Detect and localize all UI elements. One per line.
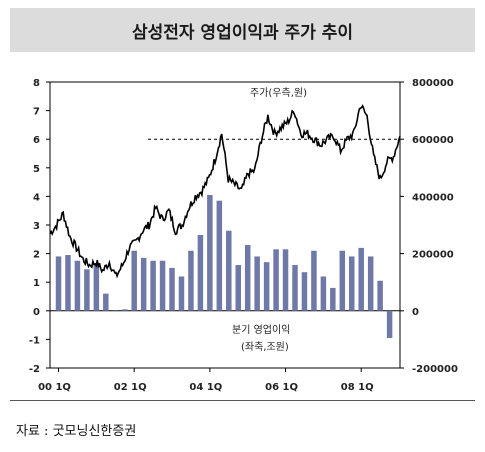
chart-canvas: 8 7 6 5 4 3 2 1 0 -1 -2 800000 600000 400000 200000 0 -… — [29, 78, 458, 393]
bar — [55, 256, 62, 311]
right-tick-label: 400000 — [412, 192, 454, 203]
right-tick-label: 200000 — [412, 250, 454, 261]
plot-frame — [49, 81, 401, 369]
bar — [320, 276, 327, 311]
x-axis: 00 1Q 02 1Q 04 1Q 06 1Q 08 1Q — [38, 368, 374, 393]
left-tick-label: 6 — [33, 135, 40, 146]
bar — [197, 235, 204, 311]
left-tick-label: 7 — [33, 107, 40, 118]
left-tick-label: 2 — [33, 250, 40, 261]
right-tick-label: 800000 — [412, 78, 454, 89]
bar — [282, 249, 289, 311]
left-axis: 8 7 6 5 4 3 2 1 0 -1 -2 — [29, 78, 50, 375]
bar — [349, 256, 355, 311]
bar — [216, 200, 223, 311]
bar — [103, 293, 109, 311]
bar — [377, 280, 383, 311]
x-tick-label: 04 1Q — [189, 382, 222, 393]
right-tick-label: 0 — [412, 307, 419, 318]
chart-title: 삼성전자 영업이익과 주가 추이 — [131, 22, 354, 43]
bar — [263, 262, 270, 311]
bar — [131, 250, 137, 311]
x-tick-label: 06 1Q — [265, 382, 298, 393]
source-note: 자료 : 굿모닝신한증권 — [16, 424, 137, 439]
right-axis: 800000 600000 400000 200000 0 -200000 — [400, 78, 458, 375]
bar — [93, 265, 100, 311]
right-tick-label: -200000 — [412, 364, 458, 375]
bar — [150, 260, 156, 311]
left-tick-label: 1 — [33, 278, 40, 289]
bar — [188, 250, 194, 311]
x-tick-label: 02 1Q — [114, 382, 147, 393]
chart-title-bar: 삼성전자 영업이익과 주가 추이 — [10, 8, 475, 52]
left-tick-label: -1 — [29, 335, 40, 346]
left-tick-label: 3 — [33, 221, 40, 232]
left-tick-label: 8 — [33, 78, 40, 89]
bar — [367, 256, 374, 311]
bar-series-label: 분기 영업이익 — [232, 323, 290, 336]
bar — [358, 247, 364, 311]
bar — [244, 245, 251, 311]
bar — [178, 276, 185, 311]
left-tick-label: 4 — [33, 192, 40, 203]
x-tick-label: 08 1Q — [341, 382, 374, 393]
bar — [84, 269, 90, 311]
bar — [301, 272, 308, 311]
bar — [330, 287, 336, 311]
bar — [311, 250, 317, 311]
bar — [74, 260, 81, 311]
left-tick-label: 5 — [33, 164, 40, 175]
bar — [207, 194, 213, 311]
bar-series-operating-profit — [55, 194, 393, 338]
left-tick-label: -2 — [29, 364, 40, 375]
bar — [339, 250, 346, 311]
bar — [226, 230, 232, 311]
line-series-stock-price — [49, 104, 401, 279]
footer-rule — [10, 400, 475, 401]
bar — [386, 310, 393, 338]
bar — [140, 257, 147, 311]
bar-series-unit: (좌축,조원) — [241, 341, 289, 353]
bar — [65, 255, 71, 311]
bar — [273, 249, 279, 311]
bar — [112, 310, 119, 312]
bar — [121, 309, 128, 311]
bar — [159, 260, 166, 311]
bar — [235, 265, 241, 311]
bar — [254, 256, 260, 311]
bar — [292, 265, 298, 311]
line-series-label: 주가(우측,원) — [250, 87, 307, 99]
right-tick-label: 600000 — [412, 135, 454, 146]
x-tick-label: 00 1Q — [38, 382, 71, 393]
bar — [169, 267, 175, 311]
left-tick-label: 0 — [33, 307, 40, 318]
